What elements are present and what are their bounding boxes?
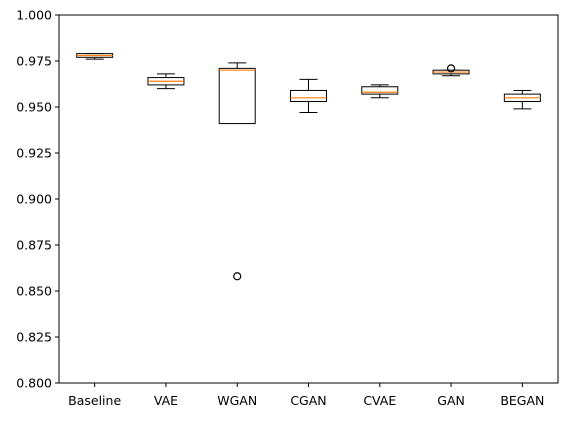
box-began: [503, 89, 541, 110]
x-tick-label: CVAE: [363, 393, 396, 408]
x-tick-label: GAN: [437, 393, 465, 408]
y-tick-label: 1.000: [16, 8, 52, 23]
x-tick-label: Baseline: [68, 393, 121, 408]
box-cvae: [361, 84, 399, 99]
y-axis: 0.800 0.825 0.850 0.875 0.900 0.925 0.950 0.975…: [16, 8, 59, 391]
box-iqr: [218, 67, 256, 125]
box-iqr: [290, 89, 327, 102]
x-tick-label: WGAN: [217, 393, 257, 408]
x-tick-label: CGAN: [290, 393, 326, 408]
x-tick-label: BEGAN: [500, 393, 544, 408]
box-wgan: [218, 62, 256, 281]
x-axis: Baseline VAE WGAN CGAN CVAE GAN BEGAN: [68, 383, 544, 408]
box-gan: [432, 64, 470, 77]
outlier-point: [233, 272, 242, 281]
y-tick-label: 0.975: [16, 54, 52, 69]
y-tick-label: 0.950: [16, 100, 52, 115]
y-tick-label: 0.925: [16, 146, 52, 161]
box-iqr: [361, 86, 399, 95]
box-cgan: [290, 78, 327, 114]
y-tick-label: 0.850: [16, 284, 52, 299]
plot-frame: [58, 14, 559, 384]
x-tick-label: VAE: [154, 393, 178, 408]
y-tick-label: 0.900: [16, 192, 52, 207]
boxes-layer: [76, 53, 541, 281]
box-baseline: [76, 53, 114, 60]
y-tick-label: 0.825: [16, 330, 52, 345]
box-vae: [147, 73, 185, 90]
y-tick-label: 0.875: [16, 238, 52, 253]
outlier-point: [446, 64, 456, 73]
y-tick-label: 0.800: [16, 376, 52, 391]
